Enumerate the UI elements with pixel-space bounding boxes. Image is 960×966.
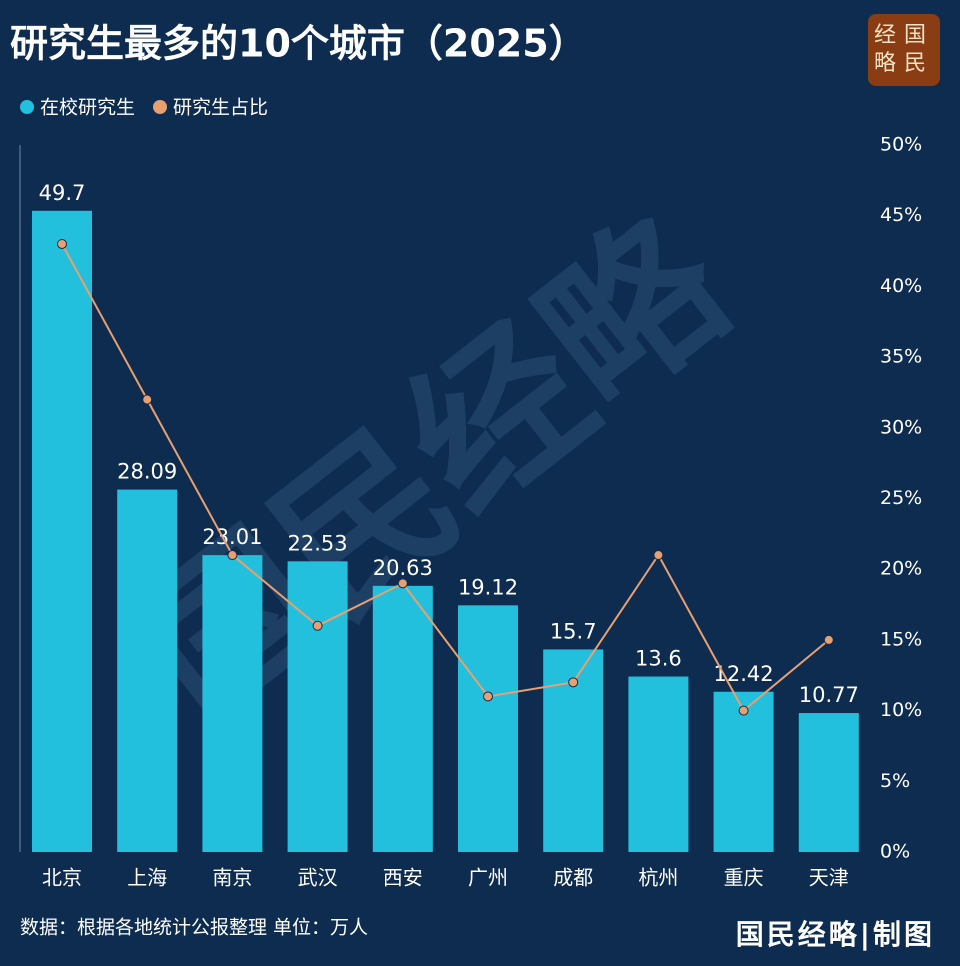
- line: [61, 243, 830, 713]
- y2-tick-label: 40%: [880, 275, 922, 297]
- y2-tick-label: 45%: [880, 204, 922, 226]
- y2-tick-label: 30%: [880, 416, 922, 438]
- x-tick-label: 西安: [383, 866, 423, 890]
- x-tick-label: 成都: [553, 866, 593, 890]
- credit: 国民经略|制图: [736, 918, 935, 951]
- bar: [458, 605, 518, 852]
- x-tick-label: 重庆: [724, 866, 764, 890]
- value-label: 15.7: [550, 619, 597, 643]
- y2-tick-label: 0%: [880, 841, 910, 863]
- y2-tick-label: 5%: [880, 770, 910, 792]
- bar: [117, 489, 178, 852]
- value-label: 19.12: [458, 575, 518, 599]
- value-label: 28.09: [117, 460, 177, 484]
- x-tick-label: 南京: [212, 866, 252, 890]
- bar: [202, 555, 263, 852]
- logo-box: [868, 14, 940, 86]
- legend-label: 在校研究生: [40, 97, 135, 119]
- line-point: [397, 578, 408, 589]
- x-tick-label: 北京: [42, 866, 82, 890]
- bar: [713, 691, 774, 852]
- x-tick-label: 杭州: [638, 866, 678, 890]
- x-tick-label: 武汉: [298, 866, 338, 890]
- line-point: [483, 691, 493, 702]
- value-label: 13.6: [635, 647, 682, 671]
- logo-text: 略民: [874, 51, 934, 76]
- y2-tick-label: 10%: [880, 699, 922, 721]
- bar: [372, 585, 433, 852]
- bar: [798, 713, 859, 852]
- logo-text: 经国: [874, 23, 934, 48]
- bar: [287, 561, 348, 852]
- legend-marker: [20, 100, 34, 114]
- line-point: [568, 677, 579, 688]
- value-label: 49.7: [39, 181, 86, 205]
- y2-tick-label: 25%: [880, 487, 922, 509]
- line-point: [738, 705, 749, 716]
- line-point: [653, 550, 664, 561]
- chart-title: 研究生最多的10个城市（2025）: [10, 22, 587, 66]
- value-label: 10.77: [799, 683, 859, 707]
- y2-tick-label: 15%: [880, 628, 922, 650]
- x-tick-label: 天津: [809, 866, 849, 890]
- value-label: 20.63: [373, 556, 433, 580]
- legend-marker: [153, 100, 168, 114]
- line-point: [312, 620, 323, 631]
- x-tick-label: 上海: [127, 866, 167, 890]
- source-note: 数据：根据各地统计公报整理 单位：万人: [20, 917, 368, 939]
- y2-tick-label: 35%: [880, 346, 922, 368]
- line-point: [227, 550, 238, 561]
- legend-label: 研究生占比: [173, 97, 268, 119]
- y2-tick-label: 50%: [880, 134, 922, 156]
- bar: [32, 210, 92, 853]
- value-label: 23.01: [202, 525, 262, 549]
- x-tick-label: 广州: [468, 866, 508, 890]
- y2-tick-label: 20%: [880, 558, 922, 580]
- line-point: [142, 394, 153, 405]
- value-label: 22.53: [288, 531, 348, 555]
- line-point: [823, 634, 834, 645]
- line-point: [57, 238, 67, 249]
- bar: [628, 676, 689, 852]
